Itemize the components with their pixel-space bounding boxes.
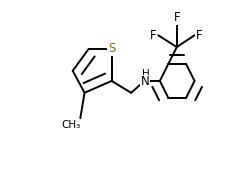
Text: F: F: [150, 29, 156, 42]
Text: H: H: [142, 69, 149, 79]
Text: F: F: [196, 29, 203, 42]
Text: S: S: [108, 42, 115, 55]
Text: N: N: [141, 75, 150, 88]
Text: CH₃: CH₃: [61, 120, 80, 130]
Text: F: F: [173, 11, 180, 24]
